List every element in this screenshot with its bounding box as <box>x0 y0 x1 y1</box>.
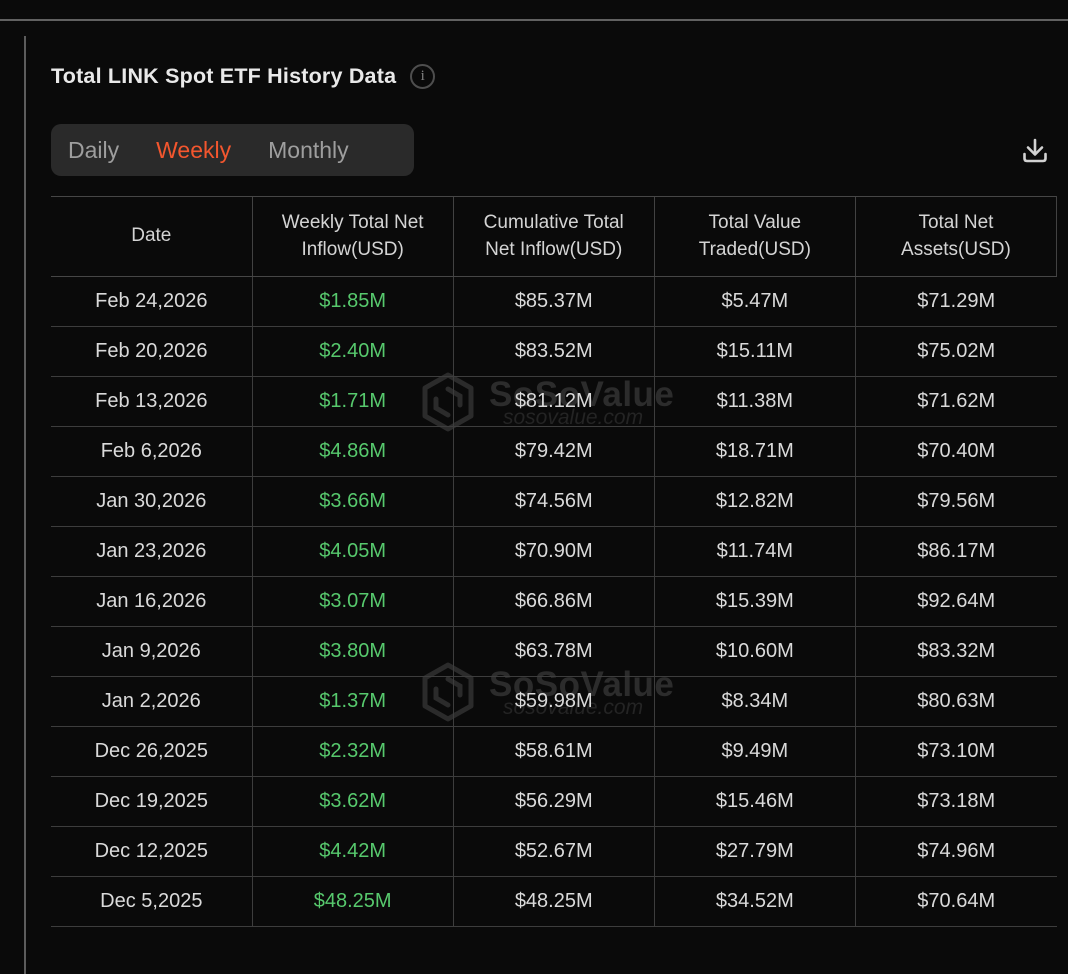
cell-weekly-net-inflow: $4.05M <box>251 526 454 577</box>
cell-date: Dec 26,2025 <box>51 726 253 777</box>
cell-weekly-net-inflow: $3.62M <box>251 776 454 827</box>
cell-date: Feb 20,2026 <box>51 326 253 377</box>
cell-cumulative-net-inflow: $83.52M <box>452 326 655 377</box>
cell-net-assets: $80.63M <box>854 676 1057 727</box>
cell-value-traded: $34.52M <box>653 876 856 927</box>
cell-net-assets: $70.64M <box>854 876 1057 927</box>
cell-weekly-net-inflow: $1.37M <box>251 676 454 727</box>
tab-monthly[interactable]: Monthly <box>268 136 349 163</box>
cell-value-traded: $27.79M <box>653 826 856 877</box>
cell-date: Feb 24,2026 <box>51 276 253 327</box>
table-row: Feb 6,2026 $4.86M $79.42M $18.71M $70.40M <box>51 426 1057 477</box>
cell-value-traded: $9.49M <box>653 726 856 777</box>
table-row: Dec 19,2025 $3.62M $56.29M $15.46M $73.18M <box>51 776 1057 827</box>
cell-weekly-net-inflow: $3.80M <box>251 626 454 677</box>
table-row: Dec 12,2025 $4.42M $52.67M $27.79M $74.96M <box>51 826 1057 877</box>
download-icon <box>1023 138 1047 163</box>
cell-date: Dec 19,2025 <box>51 776 253 827</box>
cell-value-traded: $8.34M <box>653 676 856 727</box>
table-row: Jan 23,2026 $4.05M $70.90M $11.74M $86.17M <box>51 526 1057 577</box>
cell-weekly-net-inflow: $4.42M <box>251 826 454 877</box>
cell-cumulative-net-inflow: $79.42M <box>452 426 655 477</box>
table-body: Feb 24,2026 $1.85M $85.37M $5.47M $71.29M Feb… <box>51 276 1057 927</box>
cell-net-assets: $83.32M <box>854 626 1057 677</box>
cell-value-traded: $18.71M <box>653 426 856 477</box>
cell-cumulative-net-inflow: $74.56M <box>452 476 655 527</box>
cell-weekly-net-inflow: $3.07M <box>251 576 454 627</box>
table-row: Jan 9,2026 $3.80M $63.78M $10.60M $83.32M <box>51 626 1057 677</box>
page-title: Total LINK Spot ETF History Data <box>51 64 397 88</box>
column-header-value-traded: Total Value Traded(USD) <box>653 196 856 277</box>
cell-weekly-net-inflow: $4.86M <box>251 426 454 477</box>
cell-date: Feb 6,2026 <box>51 426 253 477</box>
cell-value-traded: $15.11M <box>653 326 856 377</box>
cell-date: Feb 13,2026 <box>51 376 253 427</box>
cell-net-assets: $71.29M <box>854 276 1057 327</box>
table-row: Jan 16,2026 $3.07M $66.86M $15.39M $92.64M <box>51 576 1057 627</box>
table-row: Jan 30,2026 $3.66M $74.56M $12.82M $79.56M <box>51 476 1057 527</box>
cell-net-assets: $73.10M <box>854 726 1057 777</box>
cell-date: Jan 9,2026 <box>51 626 253 677</box>
cell-net-assets: $74.96M <box>854 826 1057 877</box>
cell-value-traded: $15.39M <box>653 576 856 627</box>
table-header: Date Weekly Total Net Inflow(USD) Cumulati… <box>51 196 1058 277</box>
cell-value-traded: $10.60M <box>653 626 856 677</box>
cell-weekly-net-inflow: $1.71M <box>251 376 454 427</box>
cell-value-traded: $11.38M <box>653 376 856 427</box>
cell-weekly-net-inflow: $3.66M <box>251 476 454 527</box>
cell-cumulative-net-inflow: $48.25M <box>452 876 655 927</box>
cell-value-traded: $5.47M <box>653 276 856 327</box>
cell-cumulative-net-inflow: $70.90M <box>452 526 655 577</box>
etf-history-table: Date Weekly Total Net Inflow(USD) Cumulati… <box>51 196 1058 927</box>
cell-date: Dec 12,2025 <box>51 826 253 877</box>
cell-value-traded: $11.74M <box>653 526 856 577</box>
column-header-date: Date <box>51 196 253 277</box>
cell-weekly-net-inflow: $48.25M <box>251 876 454 927</box>
tab-weekly[interactable]: Weekly <box>156 136 232 163</box>
cell-net-assets: $70.40M <box>854 426 1057 477</box>
column-header-net-assets: Total Net Assets(USD) <box>854 196 1058 277</box>
cell-date: Jan 30,2026 <box>51 476 253 527</box>
cell-cumulative-net-inflow: $56.29M <box>452 776 655 827</box>
etf-history-table-container: SoSoValue sosovalue.com SoSoValue sosova… <box>51 196 1058 927</box>
column-header-weekly-net-inflow: Weekly Total Net Inflow(USD) <box>251 196 454 277</box>
cell-value-traded: $12.82M <box>653 476 856 527</box>
cell-net-assets: $71.62M <box>854 376 1057 427</box>
cell-date: Dec 5,2025 <box>51 876 253 927</box>
cell-cumulative-net-inflow: $63.78M <box>452 626 655 677</box>
cell-value-traded: $15.46M <box>653 776 856 827</box>
table-row: Feb 20,2026 $2.40M $83.52M $15.11M $75.02M <box>51 326 1057 377</box>
cell-weekly-net-inflow: $1.85M <box>251 276 454 327</box>
cell-cumulative-net-inflow: $66.86M <box>452 576 655 627</box>
tab-daily[interactable]: Daily <box>68 136 120 163</box>
download-button[interactable] <box>1012 128 1058 174</box>
cell-net-assets: $79.56M <box>854 476 1057 527</box>
column-header-cumulative-net-inflow: Cumulative Total Net Inflow(USD) <box>452 196 655 277</box>
cell-cumulative-net-inflow: $59.98M <box>452 676 655 727</box>
cell-net-assets: $75.02M <box>854 326 1057 377</box>
cell-date: Jan 16,2026 <box>51 576 253 627</box>
table-row: Feb 24,2026 $1.85M $85.37M $5.47M $71.29M <box>51 276 1057 327</box>
cell-net-assets: $86.17M <box>854 526 1057 577</box>
left-divider <box>24 36 26 974</box>
panel-header: Total LINK Spot ETF History Data i <box>51 64 436 89</box>
info-icon[interactable]: i <box>410 64 436 89</box>
cell-cumulative-net-inflow: $85.37M <box>452 276 655 327</box>
cell-net-assets: $92.64M <box>854 576 1057 627</box>
cell-cumulative-net-inflow: $58.61M <box>452 726 655 777</box>
cell-date: Jan 23,2026 <box>51 526 253 577</box>
table-row: Jan 2,2026 $1.37M $59.98M $8.34M $80.63M <box>51 676 1057 727</box>
table-row: Dec 5,2025 $48.25M $48.25M $34.52M $70.64M <box>51 876 1057 927</box>
cell-weekly-net-inflow: $2.40M <box>251 326 454 377</box>
cell-date: Jan 2,2026 <box>51 676 253 727</box>
table-row: Dec 26,2025 $2.32M $58.61M $9.49M $73.10M <box>51 726 1057 777</box>
cell-net-assets: $73.18M <box>854 776 1057 827</box>
table-header-row: Date Weekly Total Net Inflow(USD) Cumulati… <box>51 196 1058 277</box>
cell-cumulative-net-inflow: $52.67M <box>452 826 655 877</box>
cell-cumulative-net-inflow: $81.12M <box>452 376 655 427</box>
period-tabbar: Daily Weekly Monthly <box>51 124 414 176</box>
cell-weekly-net-inflow: $2.32M <box>251 726 454 777</box>
top-divider <box>0 19 1068 21</box>
table-row: Feb 13,2026 $1.71M $81.12M $11.38M $71.62M <box>51 376 1057 427</box>
